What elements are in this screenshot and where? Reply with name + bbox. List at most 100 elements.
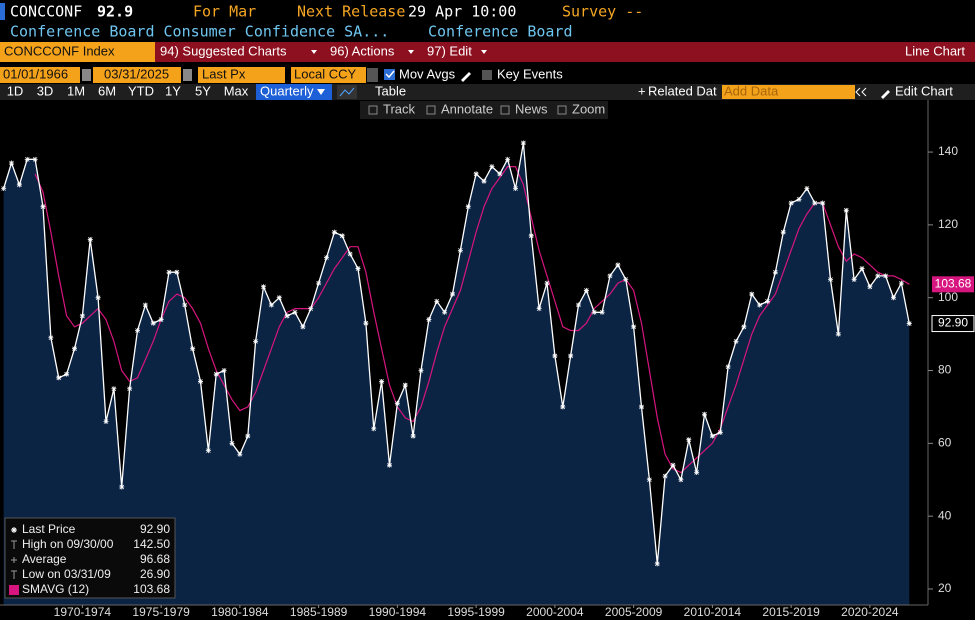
point-marker [253,338,259,344]
point-marker [347,251,353,257]
point-marker [883,273,889,279]
period-button[interactable]: 5Y [195,83,211,98]
point-marker [371,426,377,432]
menu-item[interactable]: 97) Edit [427,43,472,58]
end-date[interactable]: 03/31/2025 [104,66,169,81]
menu-item[interactable]: 94) Suggested Charts [160,43,287,58]
point-marker [465,204,471,210]
add-data[interactable]: Add Data [724,83,779,98]
menu-item[interactable]: 96) Actions [330,43,395,58]
calendar-icon[interactable] [183,69,192,81]
checkbox[interactable] [482,70,492,80]
last-value: 92.9 [97,3,133,21]
point-marker [678,477,684,483]
point-marker [568,353,574,359]
point-marker [906,321,912,327]
plus: + [638,83,646,98]
point-marker [733,338,739,344]
point-marker [583,287,589,293]
point-marker [127,386,133,392]
y-tick-label: 100 [938,290,958,304]
tool-icon[interactable] [426,105,436,115]
point-marker [40,204,46,210]
field[interactable]: Last Px [202,66,246,81]
tool-button[interactable]: News [515,101,548,116]
point-marker [859,266,865,272]
point-marker [497,171,503,177]
frequency[interactable]: Quarterly [260,83,314,98]
legend-box [4,517,176,599]
point-marker [757,302,763,308]
point-marker [544,280,550,286]
input-box[interactable] [198,67,285,83]
point-marker [95,295,101,301]
collapse-icon[interactable] [855,87,867,97]
period-label: For Mar [193,3,256,21]
security-box[interactable] [0,42,155,62]
point-marker [150,320,156,326]
point-marker [686,437,692,443]
input-box[interactable] [93,67,181,83]
related-data[interactable]: Related Dat [648,83,717,98]
calendar-icon[interactable] [82,69,91,81]
legend-swatch [11,527,17,533]
tool-icon[interactable] [500,105,510,115]
point-marker [276,295,282,301]
period-button[interactable]: 6M [98,83,116,98]
tool-button[interactable]: Track [383,101,416,116]
legend-icon [11,557,17,563]
caret [408,50,414,54]
tool-button[interactable]: Annotate [441,101,493,116]
security[interactable]: CONCCONF Index [4,43,115,58]
table-button[interactable]: Table [375,83,406,98]
point-marker [1,185,7,191]
pencil-icon[interactable] [461,72,471,82]
period-button[interactable]: 3D [37,83,54,98]
ticker: CONCCONF [10,3,82,21]
caret [481,50,487,54]
period-button[interactable]: Max [224,83,249,98]
point-marker [174,269,180,275]
input-box[interactable] [0,67,80,83]
point-marker [324,255,330,261]
point-marker [198,378,203,384]
point-marker [426,317,432,323]
tool-button[interactable]: Zoom [572,101,605,116]
period-button[interactable]: 1M [67,83,85,98]
series-line [34,166,910,474]
point-marker [646,477,652,483]
point-marker [489,164,495,170]
point-marker [142,302,148,308]
mov-avgs[interactable]: Mov Avgs [399,66,456,81]
start-date[interactable]: 01/01/1966 [3,66,68,81]
point-marker [56,375,62,381]
point-marker [654,561,660,567]
point-marker [772,269,778,275]
point-marker [615,262,621,268]
edit-chart[interactable]: Edit Chart [895,83,953,98]
period-button[interactable]: 1D [7,83,24,98]
point-marker [205,448,211,454]
legend-value: 26.90 [140,567,170,581]
point-marker [308,306,314,312]
period-button[interactable]: YTD [128,83,154,98]
tool-icon[interactable] [368,105,378,115]
key-events[interactable]: Key Events [497,66,563,81]
checkbox[interactable] [384,69,395,80]
point-marker [788,200,794,206]
tool-icon[interactable] [557,105,567,115]
currency[interactable]: Local CCY [294,66,356,81]
point-marker [623,276,629,282]
caret [311,50,317,54]
period-button[interactable]: 1Y [165,83,181,98]
chart-type: Line Chart [905,43,965,58]
dropdown[interactable] [367,68,378,82]
point-marker [891,295,897,301]
input-box[interactable] [291,67,366,83]
add-data-box[interactable] [722,85,855,99]
point-marker [182,302,188,308]
frequency-box[interactable] [256,84,332,100]
point-marker [591,309,597,315]
point-marker [190,346,196,352]
